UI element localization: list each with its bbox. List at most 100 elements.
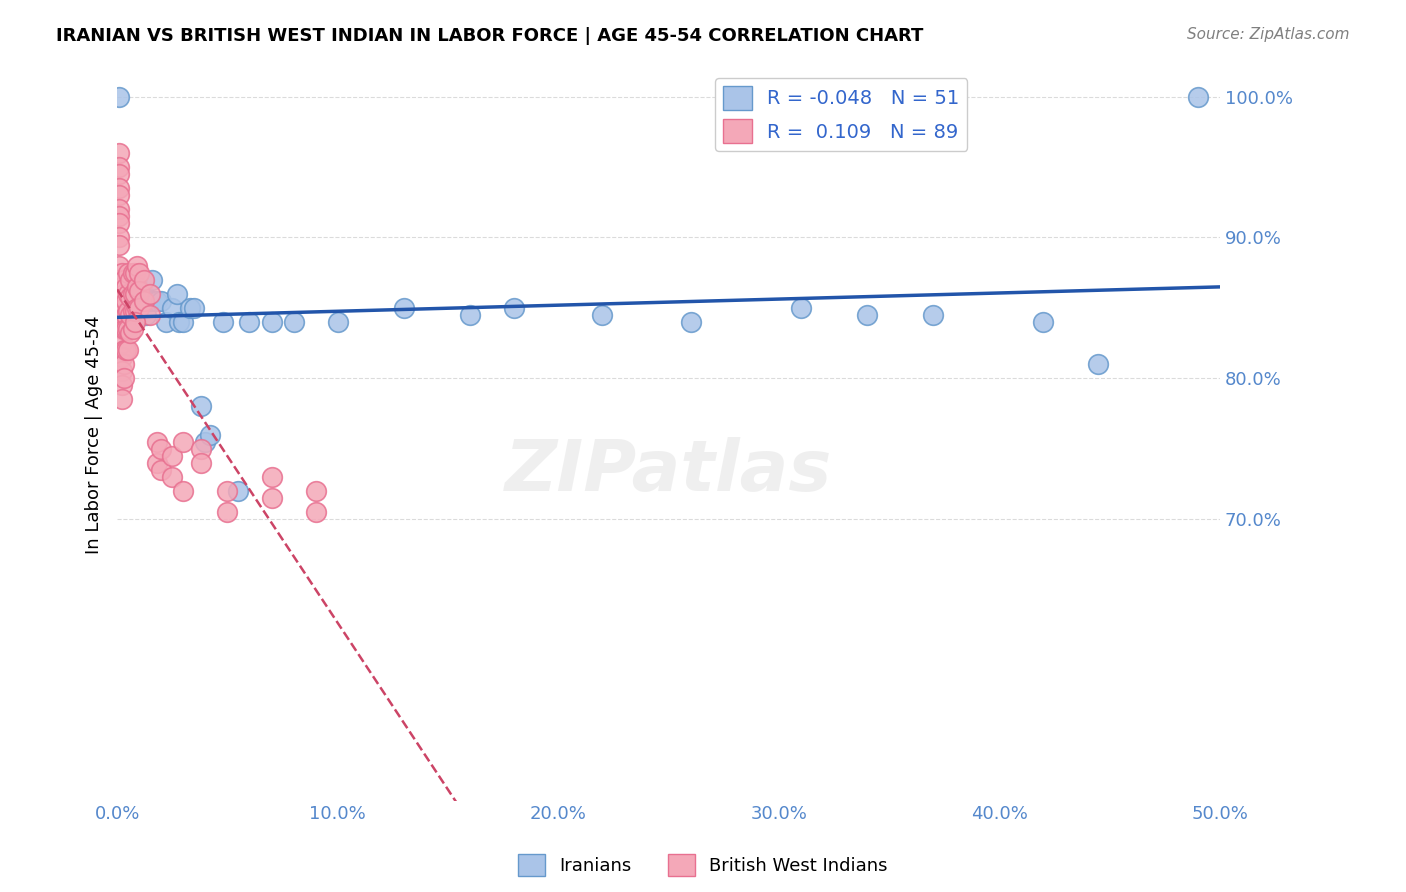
Point bbox=[112, 301, 135, 315]
Point bbox=[112, 357, 135, 371]
Point bbox=[128, 301, 150, 315]
Point bbox=[183, 301, 205, 315]
Point bbox=[166, 286, 188, 301]
Point bbox=[146, 456, 169, 470]
Point bbox=[503, 301, 526, 315]
Point bbox=[115, 293, 138, 308]
Point bbox=[115, 293, 138, 308]
Point bbox=[146, 293, 169, 308]
Point bbox=[125, 301, 148, 315]
Point bbox=[217, 505, 239, 519]
Point bbox=[110, 350, 132, 364]
Point bbox=[110, 392, 132, 407]
Point bbox=[326, 315, 349, 329]
Point bbox=[115, 322, 138, 336]
Point bbox=[112, 322, 135, 336]
Point bbox=[304, 505, 326, 519]
Point bbox=[115, 322, 138, 336]
Point bbox=[124, 301, 146, 315]
Point bbox=[108, 160, 131, 174]
Point bbox=[110, 378, 132, 392]
Point bbox=[125, 279, 148, 293]
Point bbox=[108, 286, 131, 301]
Point bbox=[132, 286, 155, 301]
Point bbox=[125, 273, 148, 287]
Point bbox=[117, 301, 139, 315]
Point bbox=[591, 308, 613, 322]
Point bbox=[1187, 89, 1209, 103]
Point bbox=[110, 322, 132, 336]
Point bbox=[128, 286, 150, 301]
Point bbox=[108, 273, 131, 287]
Point bbox=[1087, 357, 1109, 371]
Point bbox=[112, 371, 135, 385]
Point bbox=[112, 343, 135, 357]
Point bbox=[179, 301, 201, 315]
Point bbox=[112, 286, 135, 301]
Point bbox=[110, 364, 132, 378]
Point bbox=[110, 336, 132, 351]
Point bbox=[172, 315, 194, 329]
Point bbox=[115, 343, 138, 357]
Text: ZIPatlas: ZIPatlas bbox=[505, 437, 832, 506]
Point bbox=[108, 308, 131, 322]
Point bbox=[112, 286, 135, 301]
Point bbox=[1032, 315, 1054, 329]
Point bbox=[856, 308, 879, 322]
Point bbox=[124, 315, 146, 329]
Point bbox=[108, 202, 131, 217]
Point bbox=[139, 308, 162, 322]
Point bbox=[139, 286, 162, 301]
Point bbox=[124, 303, 146, 318]
Point bbox=[162, 449, 184, 463]
Point bbox=[790, 301, 813, 315]
Point bbox=[120, 290, 142, 304]
Point bbox=[190, 456, 212, 470]
Point bbox=[117, 266, 139, 280]
Point bbox=[172, 483, 194, 498]
Point bbox=[150, 463, 173, 477]
Point bbox=[108, 89, 131, 103]
Point bbox=[172, 434, 194, 449]
Text: IRANIAN VS BRITISH WEST INDIAN IN LABOR FORCE | AGE 45-54 CORRELATION CHART: IRANIAN VS BRITISH WEST INDIAN IN LABOR … bbox=[56, 27, 924, 45]
Point bbox=[108, 230, 131, 244]
Point bbox=[120, 308, 142, 322]
Point bbox=[155, 315, 177, 329]
Point bbox=[124, 266, 146, 280]
Point bbox=[110, 308, 132, 322]
Point bbox=[260, 315, 283, 329]
Point bbox=[121, 322, 143, 336]
Point bbox=[112, 315, 135, 329]
Point bbox=[120, 315, 142, 329]
Point bbox=[112, 273, 135, 287]
Point bbox=[132, 293, 155, 308]
Point bbox=[238, 315, 260, 329]
Point bbox=[117, 303, 139, 318]
Point bbox=[108, 210, 131, 224]
Point bbox=[125, 259, 148, 273]
Point bbox=[110, 293, 132, 308]
Point bbox=[117, 343, 139, 357]
Point bbox=[124, 286, 146, 301]
Point bbox=[162, 470, 184, 484]
Point bbox=[108, 167, 131, 181]
Point bbox=[117, 322, 139, 336]
Point bbox=[190, 442, 212, 456]
Point bbox=[198, 427, 221, 442]
Point bbox=[260, 491, 283, 505]
Legend: Iranians, British West Indians: Iranians, British West Indians bbox=[510, 847, 896, 883]
Point bbox=[108, 259, 131, 273]
Point bbox=[128, 284, 150, 298]
Point bbox=[131, 293, 153, 308]
Point bbox=[139, 293, 162, 308]
Point bbox=[121, 293, 143, 308]
Text: Source: ZipAtlas.com: Source: ZipAtlas.com bbox=[1187, 27, 1350, 42]
Point bbox=[260, 470, 283, 484]
Point bbox=[110, 315, 132, 329]
Point bbox=[128, 266, 150, 280]
Point bbox=[110, 273, 132, 287]
Point bbox=[108, 146, 131, 161]
Legend: R = -0.048   N = 51, R =  0.109   N = 89: R = -0.048 N = 51, R = 0.109 N = 89 bbox=[714, 78, 967, 151]
Point bbox=[110, 279, 132, 293]
Point bbox=[108, 293, 131, 308]
